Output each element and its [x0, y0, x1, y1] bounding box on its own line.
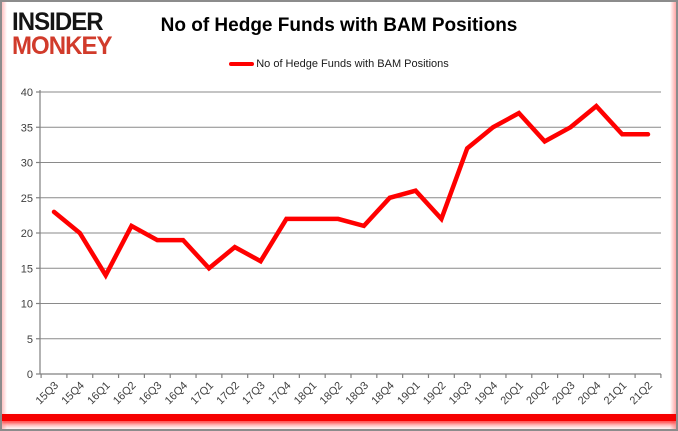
- x-tick-label: 17Q3: [240, 380, 268, 408]
- x-tick-label: 15Q3: [34, 380, 62, 408]
- legend-label: No of Hedge Funds with BAM Positions: [256, 58, 449, 70]
- y-tick-label: 15: [21, 263, 33, 275]
- x-tick-label: 16Q1: [85, 380, 113, 408]
- y-tick-label: 20: [21, 228, 33, 240]
- x-tick-label: 18Q3: [344, 380, 372, 408]
- x-tick-label: 21Q2: [628, 380, 656, 408]
- x-tick-label: 20Q3: [550, 380, 578, 408]
- logo-text-monkey: MONKEY: [12, 32, 113, 60]
- x-tick-label: 18Q1: [292, 380, 320, 408]
- y-tick-label: 35: [21, 122, 33, 134]
- x-tick-label: 16Q3: [137, 380, 165, 408]
- bottom-accent-bar: [2, 414, 676, 421]
- series-line: [51, 103, 651, 280]
- x-tick-label: 19Q4: [473, 380, 501, 408]
- x-tick-label: 20Q4: [576, 380, 604, 408]
- legend: No of Hedge Funds with BAM Positions: [2, 58, 676, 70]
- x-tick-label: 18Q4: [369, 380, 397, 408]
- x-tick-label: 20Q1: [498, 380, 526, 408]
- x-tick-label: 18Q2: [318, 380, 346, 408]
- y-tick-label: 30: [21, 158, 33, 170]
- y-tick-label: 0: [27, 369, 33, 381]
- y-tick-label: 25: [21, 193, 33, 205]
- x-tick-label: 19Q3: [447, 380, 475, 408]
- x-tick-label: 17Q1: [189, 380, 217, 408]
- x-tick-label: 21Q1: [602, 380, 630, 408]
- chart-title: No of Hedge Funds with BAM Positions: [160, 15, 518, 36]
- x-tick-label: 15Q4: [59, 380, 87, 408]
- y-tick-label: 10: [21, 299, 33, 311]
- y-tick-label: 40: [21, 87, 33, 99]
- x-tick-label: 17Q4: [266, 380, 294, 408]
- x-tick-label: 20Q2: [524, 380, 552, 408]
- insider-monkey-logo: INSIDER MONKEY: [12, 8, 113, 60]
- logo-text-insider: INSIDER: [12, 8, 104, 36]
- x-tick-label: 16Q4: [163, 380, 191, 408]
- x-tick-label: 19Q1: [395, 380, 423, 408]
- x-tick-label: 17Q2: [214, 380, 242, 408]
- x-tick-label: 16Q2: [111, 380, 139, 408]
- y-tick-label: 5: [27, 334, 33, 346]
- x-tick-label: 19Q2: [421, 380, 449, 408]
- legend-line-swatch: [229, 62, 255, 66]
